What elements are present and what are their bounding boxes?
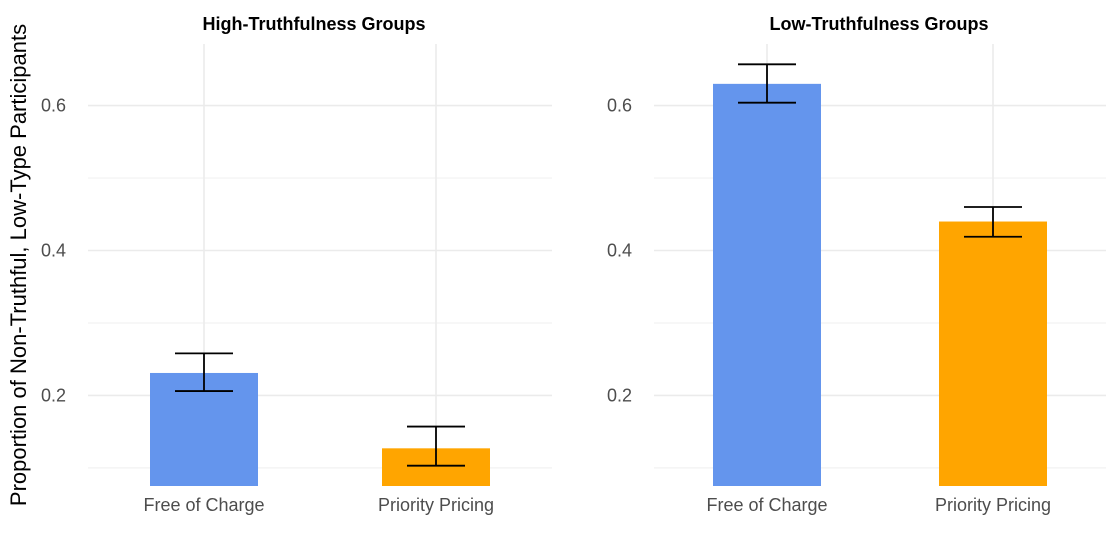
error-bar [175,352,233,392]
y-tick-label: 0.6 [41,96,66,116]
x-tick-label: Priority Pricing [935,495,1051,515]
y-tick-label: 0.6 [607,96,632,116]
x-tick-label: Free of Charge [706,495,827,515]
x-tick-label: Free of Charge [143,495,264,515]
error-bar [964,206,1022,238]
y-tick-label: 0.4 [607,241,632,261]
bar-priority-pricing [939,221,1047,486]
error-bar [407,425,465,467]
panel-2: 0.2 0.4 0.6 Free of Charge Priority Pricing L… [607,14,1106,515]
bar-free-of-charge [713,83,821,486]
x-tick-label: Priority Pricing [378,495,494,515]
y-tick-label: 0.2 [41,385,66,405]
error-bar [738,63,796,104]
panel-title: High-Truthfulness Groups [203,14,426,34]
y-axis-label: Proportion of Non-Truthful, Low-Type Par… [6,24,31,506]
y-tick-label: 0.2 [607,385,632,405]
y-tick-label: 0.4 [41,241,66,261]
panel-1: 0.2 0.4 0.6 Free of Charge Priority Pricing H… [41,14,552,515]
panel-title: Low-Truthfulness Groups [770,14,989,34]
